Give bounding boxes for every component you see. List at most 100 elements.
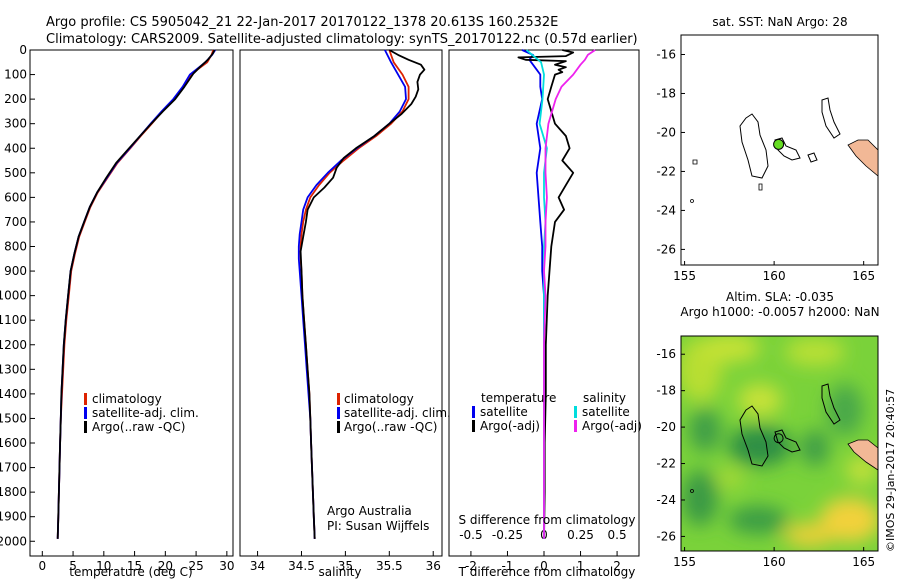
sst-map-frame xyxy=(680,34,879,266)
sst-map xyxy=(690,97,878,203)
salinity-xlabel: salinity xyxy=(318,565,361,579)
sla-map-title-line-2: Argo h1000: -0.0057 h2000: NaN xyxy=(680,305,879,319)
s-tick-label: 0.5 xyxy=(608,528,627,542)
depth-tick-label: 200 xyxy=(4,92,27,106)
legend-swatch-satellite xyxy=(337,407,340,419)
s-tick-label: 0.25 xyxy=(567,528,594,542)
legend-label-climatology: climatology xyxy=(344,392,414,406)
legend-label-argo: Argo(..raw -QC) xyxy=(344,420,437,434)
salinity-panel-frame xyxy=(239,49,443,557)
series-line-t-satellite xyxy=(521,49,545,539)
series-line-climatology xyxy=(56,49,215,539)
legend-swatch-argo xyxy=(84,421,87,433)
sla-map-title-line-1: Altim. SLA: -0.035 xyxy=(726,290,834,304)
lat-tick-label: -22 xyxy=(656,164,676,178)
x-tick-label: 35.5 xyxy=(376,559,403,573)
lat-tick-label: -18 xyxy=(656,384,676,398)
legend-swatch-climatology xyxy=(337,393,340,405)
header-line-1: Argo profile: CS 5905042_21 22-Jan-2017 … xyxy=(46,15,558,30)
legend-label-t-argo: Argo(-adj) xyxy=(480,419,540,433)
reef-outline xyxy=(807,152,818,163)
salinity-legend: climatology satellite-adj. clim. Argo(..… xyxy=(327,392,451,533)
depth-tick-label: 300 xyxy=(4,117,27,131)
depth-tick-label: 0 xyxy=(19,43,27,57)
legend-label-satellite: satellite-adj. clim. xyxy=(344,406,451,420)
argo-float-marker xyxy=(773,433,784,444)
lat-tick-label: -24 xyxy=(656,203,676,217)
depth-tick-label: 1000 xyxy=(0,289,27,303)
lat-tick-label: -20 xyxy=(656,125,676,139)
x-tick-label: 1 xyxy=(577,559,585,573)
depth-tick-label: 600 xyxy=(4,190,27,204)
series-line-argo-raw-qc- xyxy=(56,49,216,539)
x-tick-label: 5 xyxy=(69,559,77,573)
legend-swatch-t-argo xyxy=(472,420,475,432)
depth-tick-label: 1300 xyxy=(0,362,27,376)
legend-title-salinity: salinity xyxy=(583,391,626,405)
s-tick-label: -0.5 xyxy=(459,528,482,542)
x-tick-label: 36 xyxy=(426,559,441,573)
s-tick-label: -0.25 xyxy=(492,528,523,542)
pi-annotation-line-2: PI: Susan Wijffels xyxy=(327,519,429,533)
lon-tick-label: 165 xyxy=(852,555,875,569)
sla-map-frame xyxy=(680,335,879,552)
salinity-chart: 34 34.5 35 35.5 36 xyxy=(250,49,441,573)
legend-label-argo: Argo(..raw -QC) xyxy=(92,420,185,434)
legend-swatch-s-satellite xyxy=(574,406,577,418)
argo-float-marker xyxy=(773,138,785,150)
x-tick-label: -1 xyxy=(501,559,513,573)
depth-tick-label: 1400 xyxy=(0,387,27,401)
series-line-t-argo-adj- xyxy=(517,49,575,539)
difference-xlabel: T difference from climatology xyxy=(458,565,636,579)
sst-map-axes: 155 160 165 -16 -18 -20 -22 -24 -26 xyxy=(656,47,875,283)
temperature-legend: climatology satellite-adj. clim. Argo(..… xyxy=(84,392,199,434)
lat-tick-label: -22 xyxy=(656,457,676,471)
depth-tick-label: 1700 xyxy=(0,461,27,475)
series-line-satellite-adj-clim- xyxy=(56,49,216,539)
depth-tick-label: 2000 xyxy=(0,534,27,548)
legend-swatch-satellite xyxy=(84,407,87,419)
legend-label-s-satellite: satellite xyxy=(582,405,630,419)
temperature-chart: 0 5 10 15 20 25 30 xyxy=(38,49,234,573)
depth-tick-label: 1600 xyxy=(0,436,27,450)
x-tick-label: 15 xyxy=(127,559,142,573)
x-tick-label: 34.5 xyxy=(288,559,315,573)
lat-tick-label: -26 xyxy=(656,529,676,543)
legend-label-climatology: climatology xyxy=(92,392,162,406)
lon-tick-label: 155 xyxy=(673,269,696,283)
reef-outline xyxy=(821,383,841,425)
legend-label-t-satellite: satellite xyxy=(480,405,528,419)
legend-swatch-t-satellite xyxy=(472,406,475,418)
legend-title-temperature: temperature xyxy=(481,391,556,405)
new-caledonia-coast xyxy=(847,139,878,177)
depth-tick-label: 400 xyxy=(4,141,27,155)
islet xyxy=(692,159,698,165)
lat-tick-label: -16 xyxy=(656,347,676,361)
sst-map-title: sat. SST: NaN Argo: 28 xyxy=(712,15,847,29)
islet xyxy=(758,183,763,191)
imos-credit: ©IMOS 29-Jan-2017 20:40:57 xyxy=(884,389,897,552)
lat-tick-label: -20 xyxy=(656,420,676,434)
depth-tick-label: 100 xyxy=(4,68,27,82)
series-line-argo-raw-qc- xyxy=(299,49,426,539)
legend-swatch-climatology xyxy=(84,393,87,405)
header-line-2: Climatology: CARS2009. Satellite-adjuste… xyxy=(46,32,638,47)
lon-tick-label: 155 xyxy=(673,555,696,569)
legend-label-s-argo: Argo(-adj) xyxy=(582,419,642,433)
depth-tick-label: 1200 xyxy=(0,338,27,352)
x-tick-label: 30 xyxy=(219,559,234,573)
legend-swatch-s-argo xyxy=(574,420,577,432)
x-tick-label: 0 xyxy=(540,559,548,573)
x-tick-label: 35 xyxy=(338,559,353,573)
temperature-panel-frame xyxy=(29,49,234,557)
legend-label-satellite: satellite-adj. clim. xyxy=(92,406,199,420)
reef-outline xyxy=(774,429,801,453)
lat-tick-label: -24 xyxy=(656,493,676,507)
lon-tick-label: 160 xyxy=(763,269,786,283)
depth-tick-label: 500 xyxy=(4,166,27,180)
series-line-climatology xyxy=(299,49,410,539)
difference-chart: -2 -1 0 1 2-0.5 -0.25 0 0.25 0.5 xyxy=(459,49,627,573)
lon-tick-label: 160 xyxy=(763,555,786,569)
temperature-xlabel: temperature (deg C) xyxy=(69,565,192,579)
